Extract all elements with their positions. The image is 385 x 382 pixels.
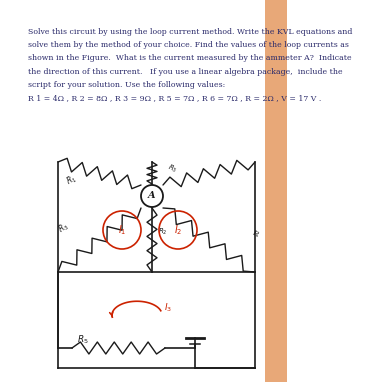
Circle shape	[141, 185, 163, 207]
Text: R: R	[251, 229, 260, 239]
Text: R 1 = 4Ω , R 2 = 8Ω , R 3 = 9Ω , R 5 = 7Ω , R 6 = 7Ω , R = 2Ω , V = 17 V .: R 1 = 4Ω , R 2 = 8Ω , R 3 = 9Ω , R 5 = 7…	[28, 94, 321, 102]
Text: $R_5$: $R_5$	[77, 334, 89, 346]
Text: $R_2$: $R_2$	[158, 227, 167, 237]
Bar	[265, 0, 287, 382]
Text: shown in the Figure.  What is the current measured by the ammeter A?  Indicate: shown in the Figure. What is the current…	[28, 54, 352, 62]
Text: the direction of this current.   If you use a linear algebra package,  include t: the direction of this current. If you us…	[28, 68, 343, 76]
Text: $R_1$: $R_1$	[64, 172, 79, 188]
Text: A: A	[148, 191, 156, 201]
Text: script for your solution. Use the following values:: script for your solution. Use the follow…	[28, 81, 225, 89]
Text: solve them by the method of your choice. Find the values of the loop currents as: solve them by the method of your choice.…	[28, 41, 349, 49]
Text: $I_1$: $I_1$	[118, 223, 126, 237]
Text: $R_3$: $R_3$	[56, 219, 72, 235]
Text: $I_3$: $I_3$	[164, 301, 172, 314]
Text: $R_3$: $R_3$	[166, 162, 179, 175]
Text: $I_2$: $I_2$	[174, 223, 182, 237]
Text: Solve this circuit by using the loop current method. Write the KVL equations and: Solve this circuit by using the loop cur…	[28, 28, 352, 36]
